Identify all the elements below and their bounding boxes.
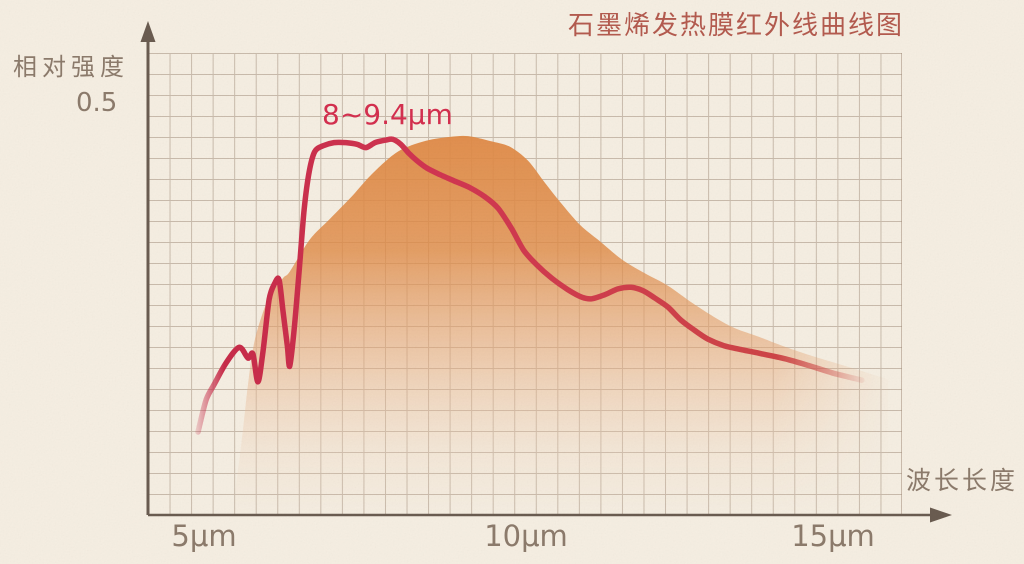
y-axis-label: 相对强度 [13, 53, 129, 81]
x-axis-label: 波长长度 [906, 466, 1019, 495]
y-axis-tick-label: 0.5 [76, 88, 118, 118]
x-tick-10um: 10μm [484, 519, 568, 553]
chart-title: 石墨烯发热膜红外线曲线图 [568, 11, 905, 41]
peak-range-annotation: 8~9.4μm [322, 98, 453, 131]
x-tick-15um: 15μm [791, 519, 875, 553]
x-tick-5um: 5μm [171, 519, 237, 553]
